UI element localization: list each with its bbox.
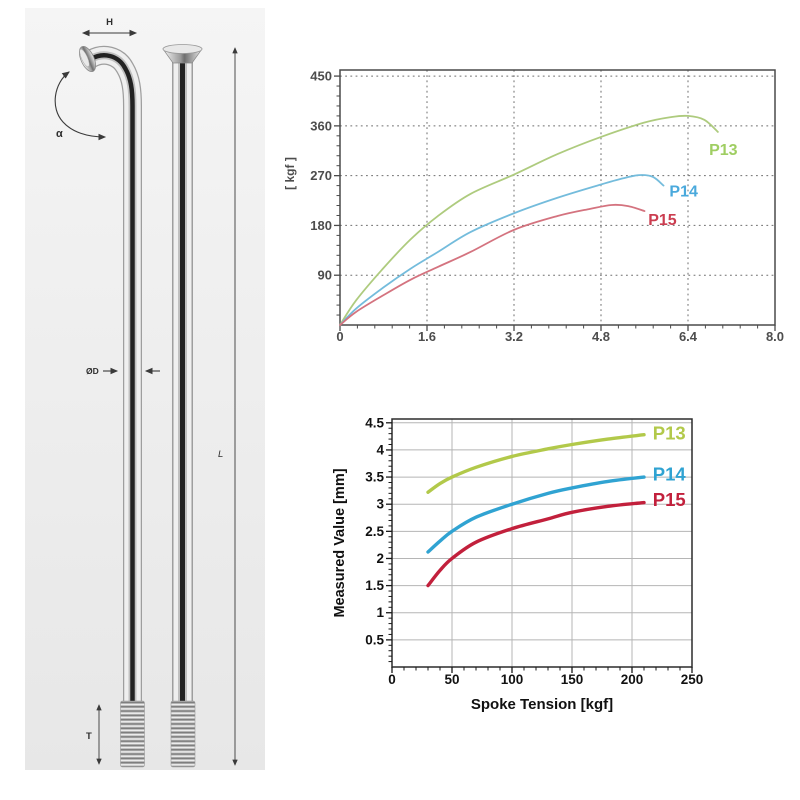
spoke-jbend xyxy=(79,45,145,768)
series-label-P14: P14 xyxy=(653,463,687,484)
x-tick-label: 3.2 xyxy=(505,329,523,344)
y-tick-label: 1 xyxy=(376,605,384,620)
x-tick-label: 0 xyxy=(388,672,396,687)
y-tick-label: 0.5 xyxy=(365,632,384,647)
x-tick-label: 50 xyxy=(444,672,459,687)
tension-elongation-chart: 0 1.6 3.2 4.8 6.4 8.0 90 180 270 360 450 [ kgf ] P13… xyxy=(283,69,784,344)
y-axis-title: [ kgf ] xyxy=(283,157,297,190)
y-tick-label: 360 xyxy=(310,118,332,133)
y-tick-label: 270 xyxy=(310,168,332,183)
y-tick-label: 450 xyxy=(310,69,332,84)
x-tick-label: 8.0 xyxy=(766,329,784,344)
spoke-dimension-diagram: H α ØD L T xyxy=(54,17,238,768)
y-axis-title: Measured Value [mm] xyxy=(332,468,348,617)
series-curve-P15 xyxy=(426,500,646,588)
label-head-width: H xyxy=(106,17,113,28)
tension-vs-measured-value-chart: 0 50 100 150 200 250 0.5 1 1.5 2 2.5 3 3.5 4 4.5 Measur… xyxy=(332,415,704,713)
x-tick-label: 1.6 xyxy=(418,329,436,344)
y-tick-label: 180 xyxy=(310,218,332,233)
series-curve-P15 xyxy=(339,203,646,326)
spoke-straight xyxy=(162,44,203,768)
series-label-P15: P15 xyxy=(653,489,686,510)
x-tick-label: 150 xyxy=(561,672,584,687)
label-length: L xyxy=(218,449,223,460)
series-label-P13: P13 xyxy=(653,423,686,444)
series-curve-P14 xyxy=(426,475,646,554)
y-tick-label: 4.5 xyxy=(365,415,384,430)
y-tick-label: 4 xyxy=(376,442,384,457)
dim-angle-arc xyxy=(54,71,107,141)
series-label-P15: P15 xyxy=(648,212,677,229)
label-thread-length: T xyxy=(86,731,92,742)
x-tick-label: 200 xyxy=(621,672,644,687)
dimension-lines xyxy=(54,29,238,766)
jbend-thread xyxy=(120,700,145,768)
x-tick-label: 0 xyxy=(336,329,343,344)
x-axis-title: Spoke Tension [kgf] xyxy=(471,696,613,713)
series-label-P13: P13 xyxy=(709,142,738,159)
series-label-P14: P14 xyxy=(669,184,698,201)
plot-border xyxy=(339,69,776,326)
y-tick-label: 2.5 xyxy=(365,524,384,539)
y-tick-label: 3.5 xyxy=(365,470,384,485)
x-tick-label: 250 xyxy=(681,672,704,687)
spoke-diagram-panel: H α ØD L T xyxy=(25,8,265,770)
y-tick-label: 90 xyxy=(318,268,332,283)
x-tick-label: 4.8 xyxy=(592,329,610,344)
y-tick-label: 1.5 xyxy=(365,578,384,593)
y-tick-label: 3 xyxy=(376,497,384,512)
series-curve-P14 xyxy=(339,174,665,326)
x-tick-label: 6.4 xyxy=(679,329,698,344)
label-bend-angle: α xyxy=(56,128,63,140)
plot-border xyxy=(391,418,693,668)
series-curve-P13 xyxy=(339,114,719,326)
series-curve-P13 xyxy=(426,433,646,494)
straight-thread xyxy=(170,700,196,768)
label-diameter: ØD xyxy=(86,366,99,376)
x-tick-label: 100 xyxy=(501,672,524,687)
y-tick-label: 2 xyxy=(376,551,384,566)
